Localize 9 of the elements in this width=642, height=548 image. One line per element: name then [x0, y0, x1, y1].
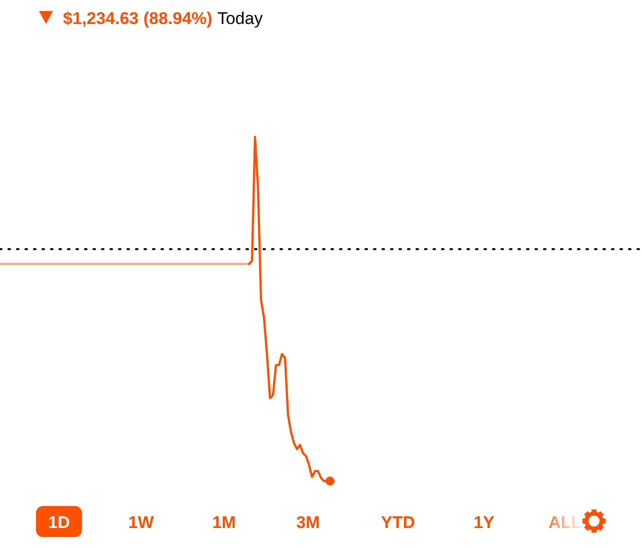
- text: YTD: [381, 513, 415, 532]
- text: 3M: [296, 513, 320, 532]
- chart-title: $1,234.63 (88.94%): [63, 9, 212, 28]
- text: 1W: [128, 513, 155, 532]
- text: 1M: [212, 513, 236, 532]
- text: 1Y: [474, 513, 496, 532]
- text: 1D: [48, 513, 70, 532]
- chart-subtitle: Today: [217, 9, 264, 28]
- text: ALL: [548, 513, 582, 532]
